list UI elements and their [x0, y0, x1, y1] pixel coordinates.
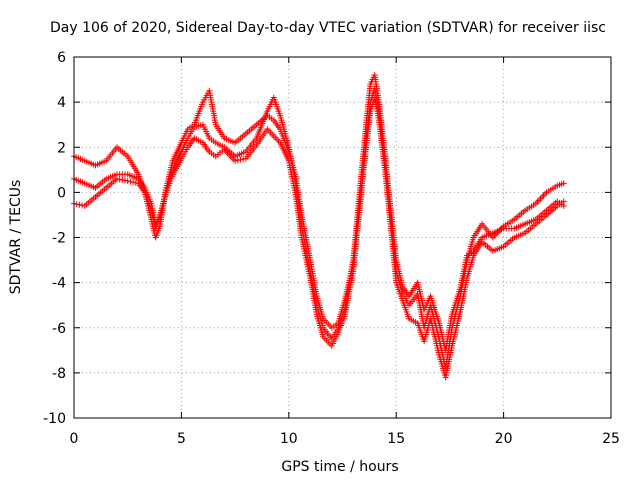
y-tick-label: 6 [57, 50, 66, 66]
x-axis-label: GPS time / hours [281, 459, 398, 475]
chart-title: Day 106 of 2020, Sidereal Day-to-day VTE… [50, 20, 606, 36]
data-point-series-2 [240, 156, 247, 163]
data-point-series-2 [237, 156, 244, 163]
x-tick-label: 10 [280, 431, 298, 447]
data-points [71, 72, 567, 381]
data-point-series-3 [116, 176, 123, 183]
x-tick-label: 25 [602, 431, 620, 447]
axis-ticks: 0 5 10 15 20 25 -10 -8 -6 -4 -2 0 2 4 6 [43, 50, 620, 447]
plot-frame [73, 56, 612, 419]
x-tick-label: 5 [177, 431, 186, 447]
y-tick-label: -10 [43, 411, 66, 427]
y-tick-label: 4 [57, 95, 66, 111]
y-tick-label: -6 [52, 321, 66, 337]
data-point-series-3 [127, 178, 134, 185]
y-tick-label: 2 [57, 140, 66, 156]
data-point-series-2 [234, 157, 241, 164]
y-tick-label: -2 [52, 231, 66, 247]
data-point-series-3 [122, 177, 129, 184]
x-tick-label: 15 [387, 431, 405, 447]
y-tick-label: 0 [57, 185, 66, 201]
y-tick-label: -8 [52, 366, 66, 382]
data-point-series-3 [119, 176, 126, 183]
data-point-series-3 [73, 201, 80, 208]
data-point-series-1 [560, 180, 567, 187]
x-tick-label: 20 [495, 431, 513, 447]
data-point-series-3 [113, 175, 120, 182]
data-point-series-2 [232, 157, 239, 164]
data-point-series-3 [124, 178, 131, 185]
data-point-series-3 [560, 202, 567, 209]
x-tick-label: 0 [70, 431, 79, 447]
y-tick-label: -4 [52, 276, 66, 292]
data-point-series-3 [132, 179, 139, 186]
data-point-series-3 [79, 202, 86, 209]
data-point-series-3 [76, 201, 83, 208]
y-axis-label: SDTVAR / TECUs [8, 180, 24, 295]
data-point-series-3 [130, 179, 137, 186]
